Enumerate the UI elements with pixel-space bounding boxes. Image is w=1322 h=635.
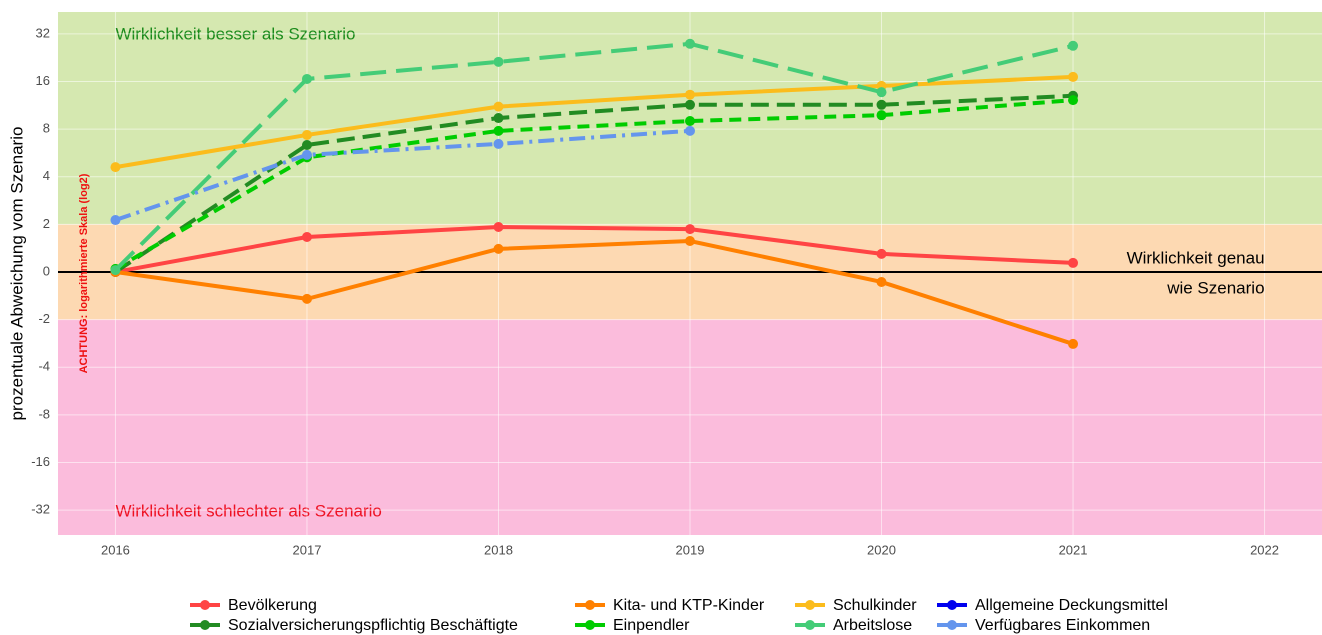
x-tick-label: 2018 — [484, 542, 513, 557]
series-point — [876, 87, 887, 98]
y-tick-label: 8 — [43, 121, 50, 136]
reference-label: Wirklichkeit genau — [1127, 248, 1265, 267]
series-point — [493, 56, 504, 67]
series-point — [685, 38, 695, 49]
y-tick-label: -32 — [31, 502, 50, 517]
series-point — [301, 129, 312, 140]
series-point — [876, 110, 887, 121]
series-point — [301, 149, 312, 160]
series-point — [876, 276, 887, 287]
reference-label: wie Szenario — [1166, 278, 1264, 297]
legend-swatch-point — [805, 600, 815, 610]
legend-item: Schulkinder — [795, 597, 917, 614]
y-tick-label: -2 — [38, 311, 50, 326]
series-point — [685, 224, 695, 235]
x-tick-label: 2021 — [1059, 542, 1088, 557]
series-point — [110, 265, 121, 276]
series-point — [1068, 95, 1079, 106]
legend-label: Sozialversicherungspflichtig Beschäftigt… — [228, 617, 518, 634]
legend-swatch-point — [200, 620, 210, 630]
series-point — [493, 138, 504, 149]
legend-swatch-point — [947, 620, 957, 630]
legend-item: Verfügbares Einkommen — [937, 617, 1150, 634]
series-point — [1068, 257, 1079, 268]
y-tick-label: -8 — [38, 406, 50, 421]
x-tick-label: 2019 — [676, 542, 705, 557]
series-point — [876, 248, 887, 259]
y-tick-label: 32 — [36, 25, 50, 40]
series-point — [1068, 338, 1079, 349]
series-point — [493, 101, 504, 112]
series-point — [110, 215, 121, 226]
x-tick-label: 2022 — [1250, 542, 1279, 557]
series-point — [493, 243, 504, 254]
legend-swatch-point — [200, 600, 210, 610]
series-point — [685, 89, 695, 100]
legend-item: Bevölkerung — [190, 597, 317, 614]
legend-swatch-point — [585, 620, 595, 630]
y-tick-label: 0 — [43, 263, 50, 278]
band-label: Wirklichkeit schlechter als Szenario — [115, 501, 381, 520]
series-point — [685, 99, 695, 110]
series-point — [685, 116, 695, 127]
legend-swatch-point — [947, 600, 957, 610]
y-tick-label: -16 — [31, 454, 50, 469]
series-line — [115, 239, 1074, 346]
legend-item: Sozialversicherungspflichtig Beschäftigt… — [190, 617, 518, 634]
series-point — [685, 125, 695, 136]
legend-label: Verfügbares Einkommen — [975, 617, 1150, 634]
series-point — [301, 139, 312, 150]
legend-label: Kita- und KTP-Kinder — [613, 597, 765, 614]
series-line — [114, 41, 1074, 272]
x-tick-label: 2016 — [101, 542, 130, 557]
legend-label: Allgemeine Deckungsmittel — [975, 597, 1168, 614]
legend-item: Einpendler — [575, 617, 690, 634]
series-point — [1068, 40, 1079, 51]
series-point — [876, 99, 887, 110]
series-line — [115, 224, 1074, 274]
y-axis-title: prozentuale Abweichung vom Szenario — [7, 127, 26, 421]
legend-item: Allgemeine Deckungsmittel — [937, 597, 1168, 614]
series-point — [301, 293, 312, 304]
y-tick-label: 2 — [43, 216, 50, 231]
series-point — [301, 73, 312, 84]
x-tick-label: 2017 — [293, 542, 322, 557]
scale-note: ACHTUNG: logarithmierte Skala (log2) — [78, 173, 90, 373]
series-point — [110, 162, 121, 173]
series-point — [493, 125, 504, 136]
legend-swatch-point — [585, 600, 595, 610]
legend-item: Arbeitslose — [795, 617, 912, 634]
series-point — [685, 236, 695, 247]
legend-label: Einpendler — [613, 617, 690, 634]
legend-swatch-point — [805, 620, 815, 630]
legend-item: Kita- und KTP-Kinder — [575, 597, 765, 614]
series-line — [114, 128, 691, 222]
series-point — [493, 113, 504, 124]
series-point — [493, 221, 504, 232]
series-point — [1068, 71, 1079, 82]
y-tick-label: 16 — [36, 73, 50, 88]
legend-label: Bevölkerung — [228, 597, 317, 614]
legend-label: Schulkinder — [833, 597, 917, 614]
series-point — [301, 231, 312, 242]
x-tick-label: 2020 — [867, 542, 896, 557]
legend-label: Arbeitslose — [833, 617, 912, 634]
y-tick-label: -4 — [38, 359, 50, 374]
y-tick-label: 4 — [43, 168, 50, 183]
